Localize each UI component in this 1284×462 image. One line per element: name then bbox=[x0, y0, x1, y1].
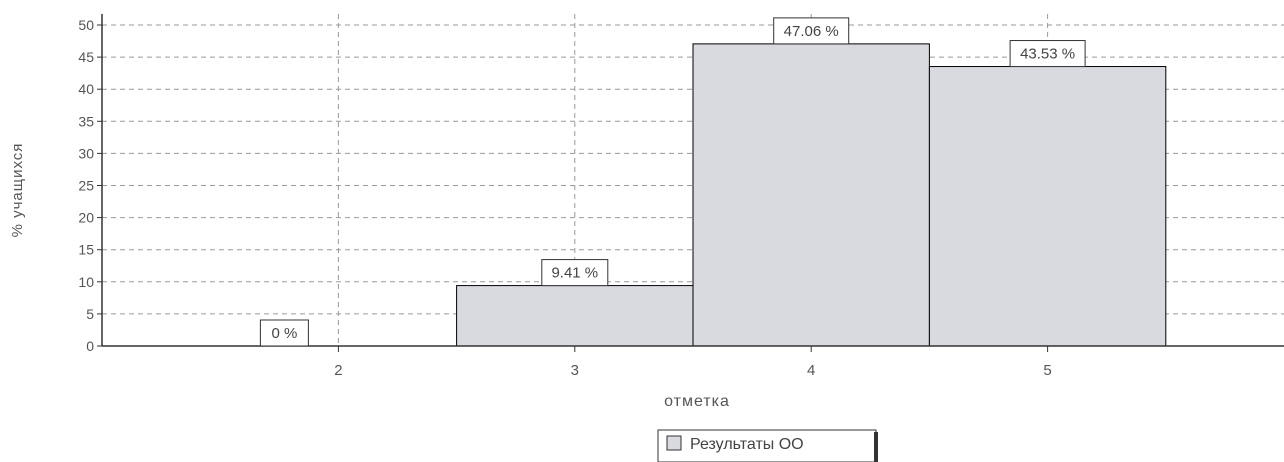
y-tick-label: 20 bbox=[78, 210, 94, 226]
y-tick-label: 50 bbox=[78, 17, 94, 33]
legend: Результаты ОО bbox=[657, 429, 878, 462]
y-tick-label: 5 bbox=[86, 306, 94, 322]
data-label: 43.53 % bbox=[1020, 46, 1075, 63]
y-tick-label: 40 bbox=[78, 81, 94, 97]
y-tick-label: 35 bbox=[78, 113, 94, 129]
legend-shadow bbox=[874, 432, 878, 462]
bar bbox=[928, 66, 1167, 347]
bar bbox=[692, 43, 930, 347]
x-tick-label: 2 bbox=[334, 362, 342, 379]
legend-swatch bbox=[666, 435, 682, 451]
y-tick-label: 0 bbox=[86, 338, 94, 354]
x-tick-labels: 2 3 4 5 bbox=[334, 346, 1052, 379]
legend-label: Результаты ОО bbox=[690, 436, 804, 453]
x-tick-label: 5 bbox=[1043, 362, 1051, 379]
x-axis-label: отметка bbox=[664, 393, 730, 410]
bars bbox=[456, 43, 1167, 347]
data-labels: 0 % 9.41 % 47.06 % 43.53 % bbox=[259, 17, 1086, 347]
data-label-box bbox=[259, 319, 309, 347]
y-tick-label: 45 bbox=[78, 49, 94, 65]
x-tick-label: 3 bbox=[571, 362, 579, 379]
data-label: 9.41 % bbox=[551, 265, 598, 282]
y-tick-label: 30 bbox=[78, 145, 94, 161]
data-label: 0 % bbox=[271, 325, 297, 342]
y-tick-label: 25 bbox=[78, 178, 94, 194]
data-label-box bbox=[773, 17, 850, 45]
data-label-box bbox=[541, 259, 609, 287]
legend-box bbox=[657, 429, 877, 462]
y-tick-label: 10 bbox=[78, 274, 94, 290]
y-tick-label: 15 bbox=[78, 242, 94, 258]
data-label: 47.06 % bbox=[784, 23, 839, 40]
x-tick-label: 4 bbox=[807, 362, 815, 379]
data-label-box bbox=[1009, 40, 1086, 68]
y-tick-labels: 0 5 10 15 20 25 30 35 40 45 50 bbox=[78, 17, 102, 354]
y-axis-label: % учащихся bbox=[9, 143, 26, 238]
bar bbox=[456, 285, 694, 347]
